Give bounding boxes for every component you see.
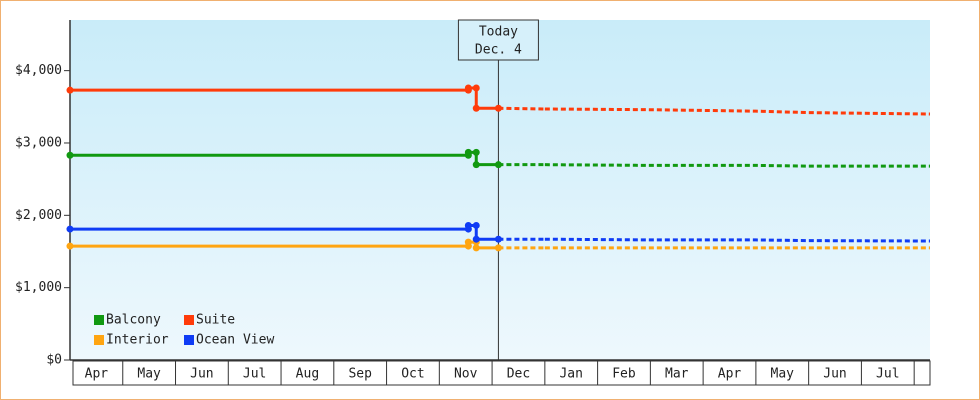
x-tick-label: May — [137, 367, 161, 382]
today-date: Dec. 4 — [475, 43, 522, 58]
point — [464, 84, 472, 92]
point — [472, 104, 480, 112]
legend-swatch — [184, 315, 194, 325]
x-tick-label: Apr — [85, 367, 109, 382]
x-tick-label: Apr — [718, 367, 742, 382]
point — [66, 225, 74, 233]
point — [66, 86, 74, 94]
legend-label: Balcony — [106, 313, 161, 328]
legend-swatch — [184, 335, 194, 345]
x-tick-label: Jun — [190, 367, 213, 382]
x-tick-label: Aug — [296, 367, 319, 382]
point — [464, 221, 472, 229]
x-tick-label: Sep — [348, 367, 372, 382]
x-tick-label: Jun — [823, 367, 846, 382]
point — [494, 104, 502, 112]
x-tick-label: Jul — [243, 367, 266, 382]
forecast-line — [544, 237, 931, 243]
x-tick-label: Feb — [612, 367, 636, 382]
plot-area — [70, 20, 930, 360]
x-tick-label: Oct — [401, 367, 424, 382]
price-line — [70, 150, 499, 167]
point — [66, 151, 74, 159]
y-tick-label: $2,000 — [15, 208, 62, 223]
x-tick-label: May — [771, 367, 795, 382]
x-tick-label: Mar — [665, 367, 689, 382]
point — [464, 148, 472, 156]
legend-swatch — [94, 315, 104, 325]
point — [494, 161, 502, 169]
legend-label: Ocean View — [196, 333, 274, 348]
x-tick-label: Dec — [507, 367, 530, 382]
point — [464, 238, 472, 246]
point — [472, 221, 480, 229]
x-axis-box — [72, 360, 931, 386]
legend-swatch — [94, 335, 104, 345]
point — [472, 235, 480, 243]
point — [472, 161, 480, 169]
y-tick-label: $4,000 — [15, 63, 62, 78]
y-tick-label: $0 — [46, 353, 62, 368]
forecast-line — [544, 107, 931, 116]
point — [66, 242, 74, 250]
point — [472, 84, 480, 92]
x-tick-label: Jul — [876, 367, 899, 382]
legend-label: Interior — [106, 333, 169, 348]
forecast-line — [544, 163, 930, 168]
price-line — [70, 240, 499, 250]
point — [494, 235, 502, 243]
today-label: Today — [479, 25, 518, 40]
y-tick-label: $3,000 — [15, 135, 62, 150]
price-line — [70, 86, 499, 110]
legend-label: Suite — [196, 313, 235, 328]
y-tick-label: $1,000 — [15, 280, 62, 295]
point — [472, 244, 480, 252]
point — [494, 244, 502, 252]
x-tick-label: Nov — [454, 367, 478, 382]
today-box — [457, 19, 539, 61]
x-tick-label: Jan — [559, 367, 582, 382]
price-line — [70, 223, 499, 241]
point — [472, 148, 480, 156]
